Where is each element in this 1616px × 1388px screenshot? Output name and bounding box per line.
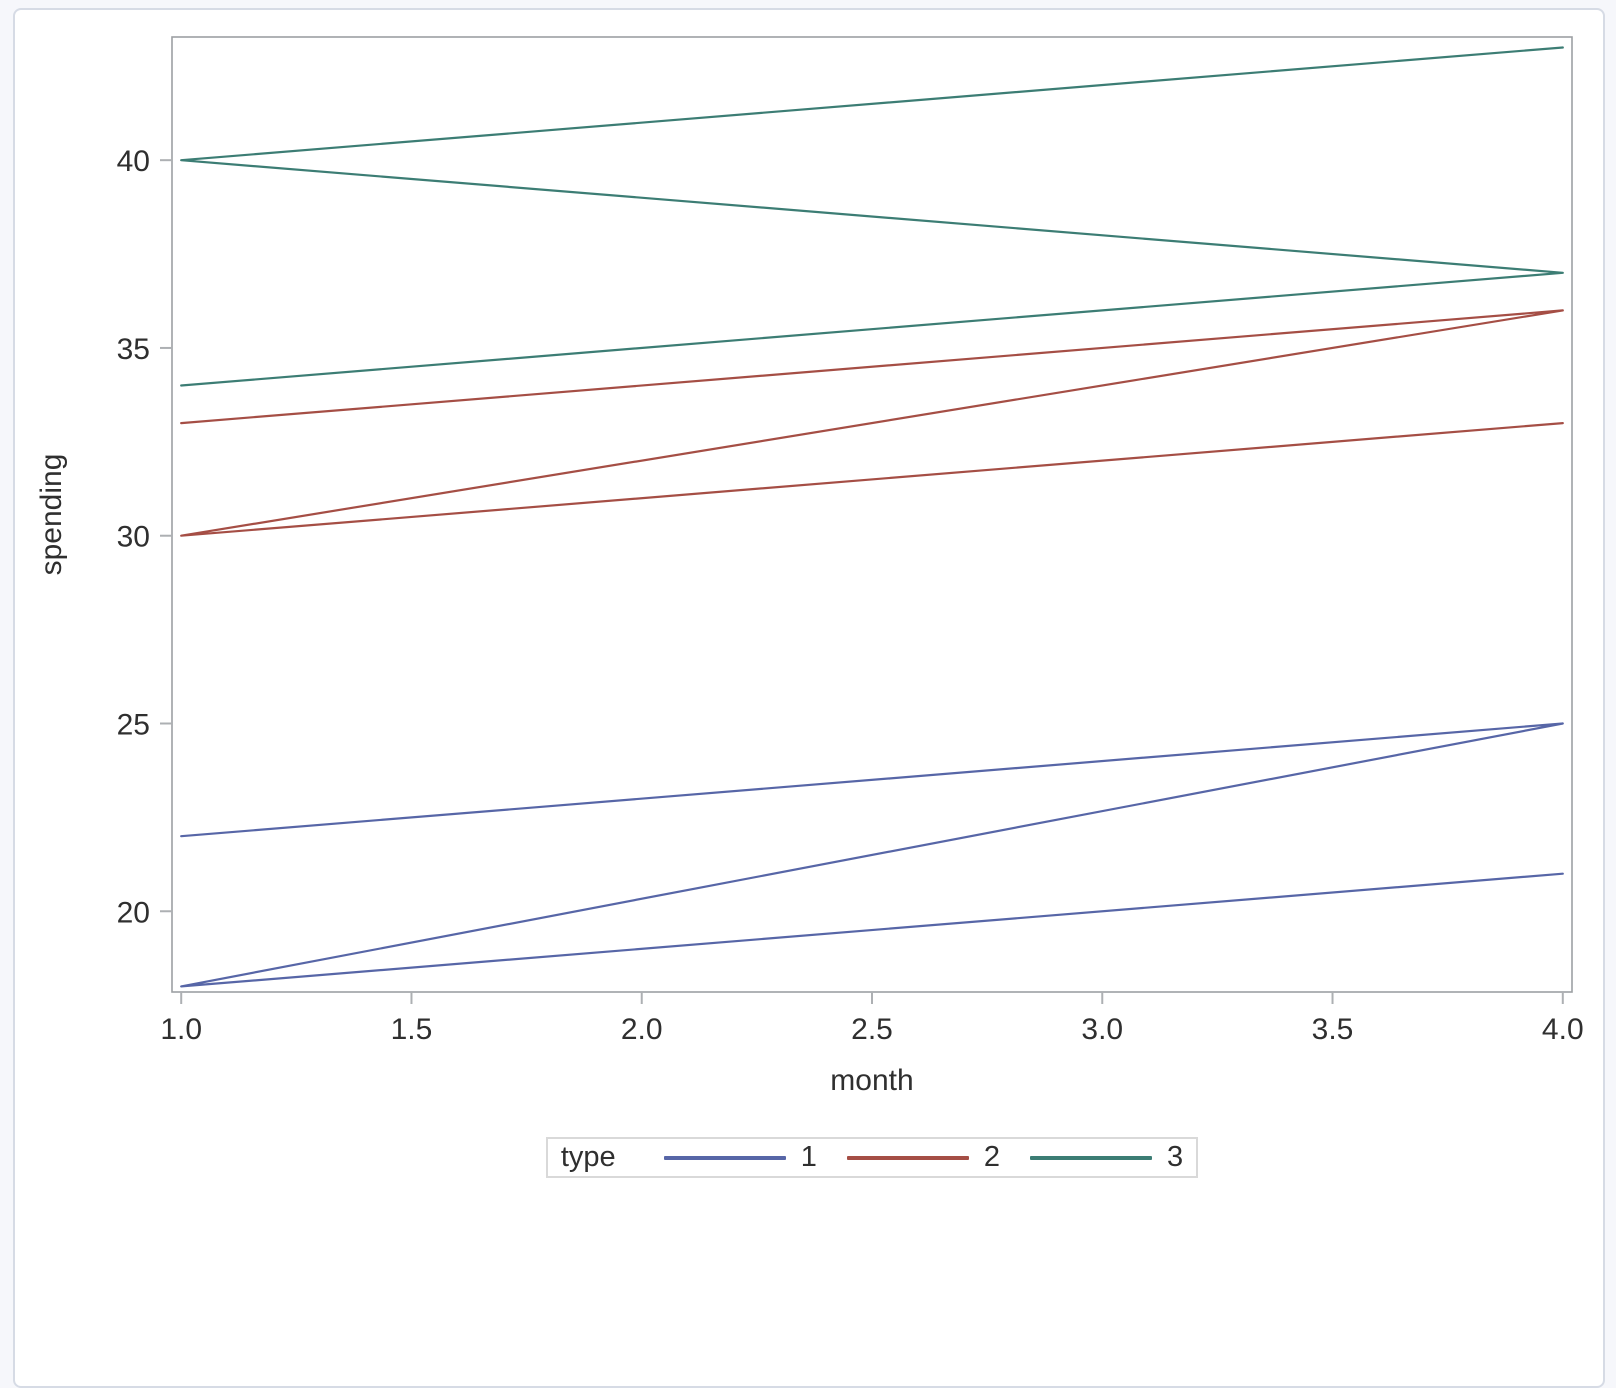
series-line-3 [180,46,1564,387]
legend-line-swatch-3 [1029,1155,1152,1160]
legend-container: type 1 2 3 [172,1137,1572,1178]
y-axis-title: spending [35,454,68,576]
legend-line-swatch-1 [663,1155,786,1160]
line-chart: 20 25 30 35 40 1.0 1.5 2.0 2.5 3.0 3.5 4.0 month spen… [35,36,1584,1097]
plot-frame [171,36,1573,993]
legend-line-swatch-2 [846,1155,969,1160]
legend-title: type [560,1141,616,1173]
legend-item-type-2: 2 [846,1141,1000,1174]
series-line-2 [180,309,1564,537]
y-axis-tick-label: 35 [117,333,150,366]
legend-item-type-3: 3 [1029,1141,1184,1174]
legend: type 1 2 3 [545,1137,1199,1178]
x-axis-tick-label: 3.0 [1081,1013,1123,1046]
legend-item-label: 1 [800,1141,817,1173]
legend-item-label: 2 [983,1141,1000,1173]
x-axis-tick-label: 2.5 [851,1013,893,1046]
y-axis-tick-label: 25 [117,708,150,741]
x-axis-title: month [830,1064,913,1097]
x-axis-tick-label: 4.0 [1542,1013,1584,1046]
legend-item-type-1: 1 [663,1141,817,1174]
series-line-1 [180,722,1564,988]
x-axis-tick-label: 1.5 [391,1013,433,1046]
legend-item-label: 3 [1166,1141,1184,1173]
x-axis-tick-label: 2.0 [621,1013,663,1046]
x-axis-tick-label: 1.0 [160,1013,202,1046]
y-axis-tick-label: 30 [117,521,150,554]
y-axis-tick-label: 40 [117,145,150,178]
y-axis-tick-label: 20 [117,896,150,929]
x-axis-tick-label: 3.5 [1312,1013,1354,1046]
